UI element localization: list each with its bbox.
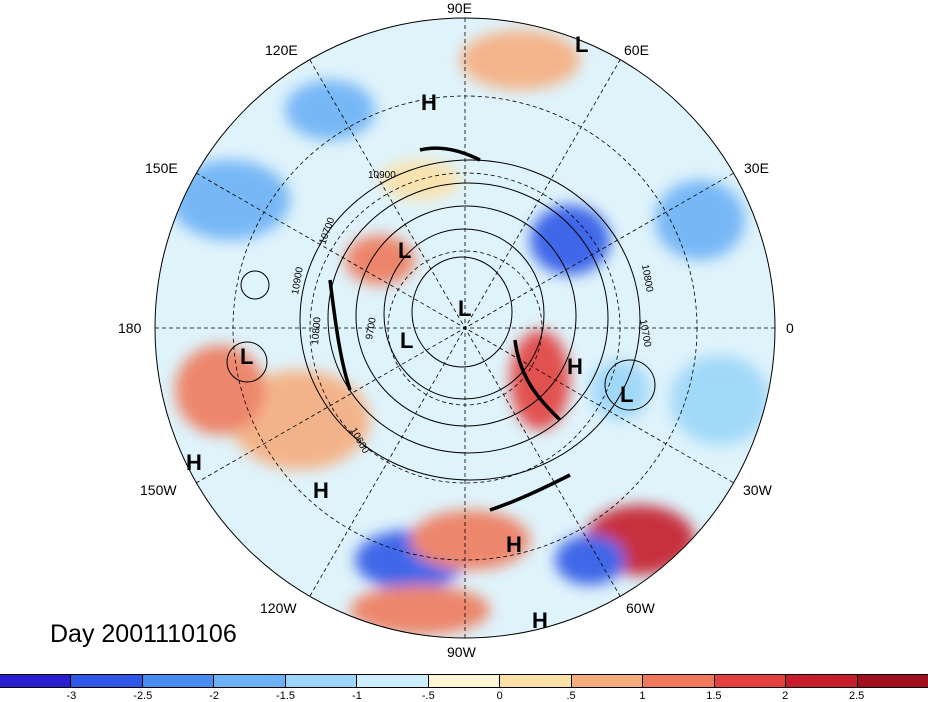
high-pressure-center: H xyxy=(532,608,548,633)
high-pressure-center: H xyxy=(506,532,522,557)
colorbar-tick-label: 1 xyxy=(639,690,646,702)
high-pressure-center: H xyxy=(186,450,202,475)
lon-label-90w: 90W xyxy=(447,644,476,660)
colorbar-segment xyxy=(0,675,72,687)
lon-label-180: 180 xyxy=(118,320,142,336)
lon-label-120w: 120W xyxy=(260,600,297,616)
colorbar-tick-label: -1.5 xyxy=(276,690,296,702)
lon-label-150w: 150W xyxy=(140,482,177,498)
contour-label: 10800 xyxy=(310,316,323,345)
lon-label-60w: 60W xyxy=(626,600,655,616)
colorbar-segment xyxy=(142,675,215,687)
colorbar-tick-label: 1.5 xyxy=(706,690,722,702)
lon-label-150e: 150E xyxy=(145,160,178,176)
low-pressure-center: L xyxy=(240,344,254,369)
colorbar-segment xyxy=(786,675,858,687)
contour-label: 10800 xyxy=(639,264,655,294)
colorbar-segment xyxy=(428,675,501,687)
polar-map: 10900 10700 10900 10800 10600 9700 10800… xyxy=(154,17,776,639)
colorbar-tick-label: -.5 xyxy=(421,690,435,702)
geopotential-contours xyxy=(226,159,656,481)
day-label: Day 2001110106 xyxy=(50,620,237,648)
lon-label-30w: 30W xyxy=(743,482,772,498)
colorbar-tick-label: 2 xyxy=(782,690,789,702)
colorbar-segment xyxy=(357,675,429,687)
high-pressure-center: H xyxy=(313,478,329,503)
low-pressure-center: L xyxy=(400,328,414,353)
high-pressure-center: H xyxy=(421,90,437,115)
colorbar-tick-label: .5 xyxy=(566,690,576,702)
colorbar-tick-label: -1 xyxy=(352,690,362,702)
colorbar-segment xyxy=(571,675,644,687)
colorbar-segment xyxy=(643,675,715,687)
low-pressure-center: L xyxy=(575,32,589,57)
lon-label-90e: 90E xyxy=(447,0,472,16)
colorbar-segment xyxy=(714,675,787,687)
colorbar-segment xyxy=(71,675,143,687)
lon-label-30e: 30E xyxy=(744,160,769,176)
low-pressure-center: L xyxy=(458,296,472,321)
low-pressure-center: L xyxy=(398,238,412,263)
high-pressure-center: H xyxy=(567,354,583,379)
colorbar-segment xyxy=(285,675,358,687)
lon-label-60e: 60E xyxy=(624,42,649,58)
lon-label-120e: 120E xyxy=(265,42,298,58)
colorbar-segment xyxy=(500,675,572,687)
lon-label-0: 0 xyxy=(786,320,794,336)
jet-contours xyxy=(328,146,571,512)
graticule xyxy=(155,18,775,638)
colorbar-segment xyxy=(214,675,286,687)
contour-label: 10900 xyxy=(368,170,396,181)
colorbar xyxy=(0,674,928,688)
contour-label: 9700 xyxy=(364,316,379,340)
colorbar-tick-label: 0 xyxy=(496,690,503,702)
colorbar-tick-label: -2 xyxy=(209,690,220,702)
colorbar-segment xyxy=(857,675,928,687)
contour-label: 10900 xyxy=(290,266,306,296)
colorbar-tick-label: -3 xyxy=(66,690,77,702)
contour-label: 10700 xyxy=(637,319,653,349)
colorbar-tick-label: 2.5 xyxy=(848,690,865,702)
colorbar-tick-label: -2.5 xyxy=(133,690,153,702)
low-pressure-center: L xyxy=(620,382,634,407)
